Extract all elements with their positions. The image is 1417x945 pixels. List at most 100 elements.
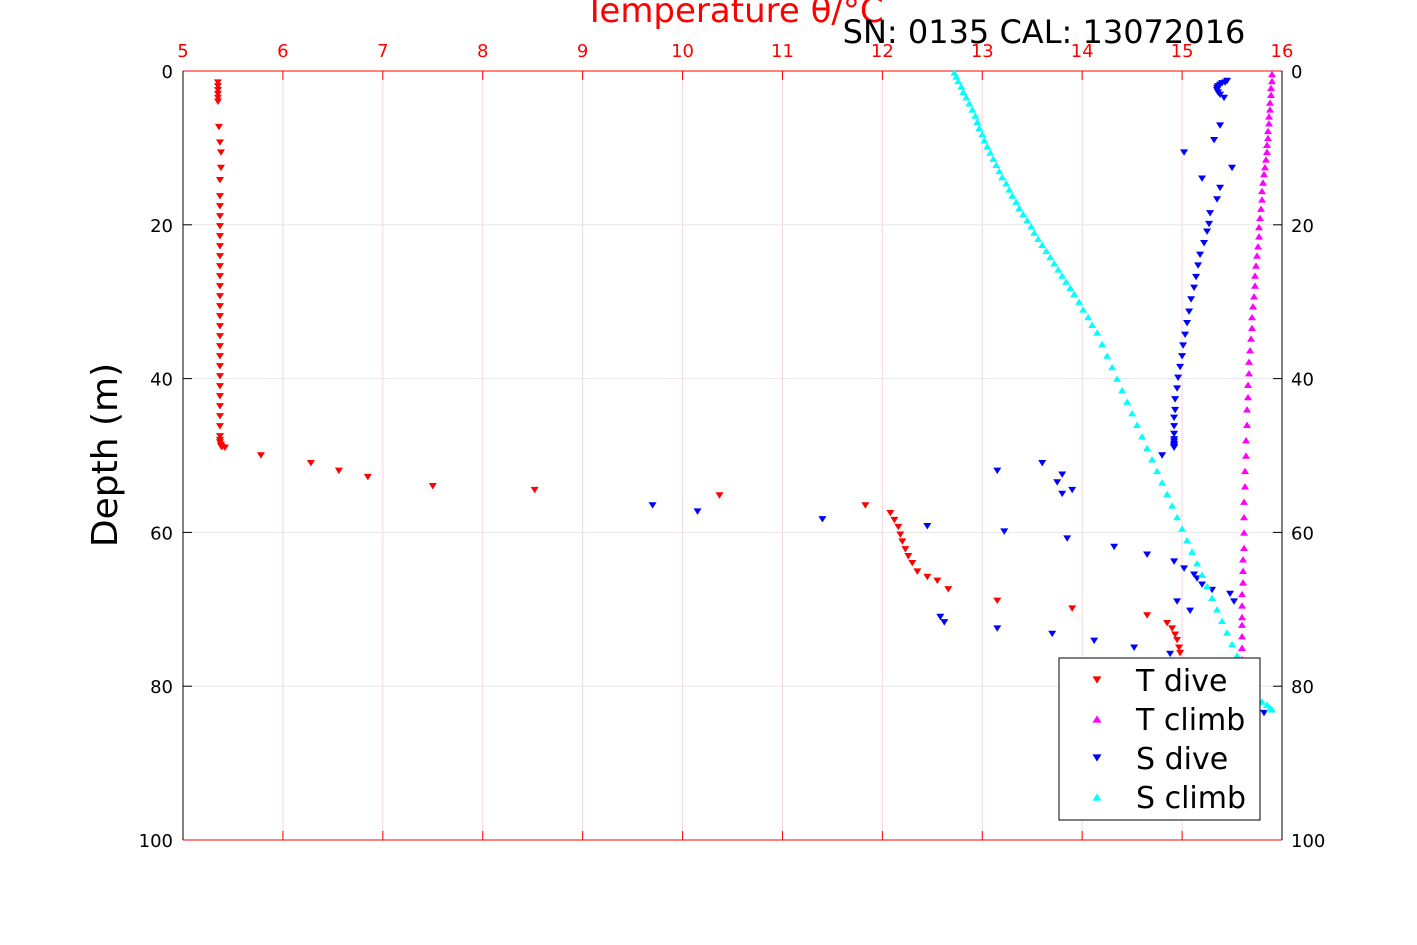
data-point: [215, 223, 224, 230]
data-point: [1239, 556, 1248, 563]
data-point: [1023, 216, 1032, 224]
series-t-dive: [213, 79, 1185, 657]
x-tick-label: 8: [477, 41, 488, 62]
data-point: [1264, 134, 1273, 142]
data-point: [1066, 284, 1075, 292]
data-point: [1005, 186, 1014, 193]
x-tick-label: 15: [1171, 41, 1194, 62]
data-point: [1243, 421, 1252, 428]
data-point: [1261, 163, 1270, 171]
data-point: [1062, 278, 1071, 285]
data-point: [1171, 406, 1180, 414]
data-point: [1185, 308, 1194, 315]
data-point: [215, 253, 224, 260]
y-tick-label-right: 100: [1291, 831, 1325, 852]
data-point: [1258, 187, 1267, 195]
data-point: [215, 323, 224, 330]
data-point: [923, 523, 932, 530]
data-point: [1196, 251, 1205, 258]
data-point: [1263, 141, 1272, 149]
y-tick-label-left: 0: [162, 62, 173, 83]
data-point: [1138, 433, 1147, 440]
data-point: [1183, 536, 1192, 544]
data-point: [1238, 633, 1247, 640]
legend-label: S dive: [1136, 742, 1228, 777]
data-point: [1248, 324, 1257, 332]
data-point: [1198, 175, 1207, 182]
data-point: [1171, 396, 1180, 403]
legend-label: T climb: [1135, 703, 1245, 738]
data-point: [1168, 625, 1177, 632]
data-point: [1268, 706, 1277, 713]
data-point: [995, 167, 1004, 175]
data-point: [1178, 353, 1187, 360]
data-point: [213, 87, 222, 94]
data-point: [1093, 329, 1102, 336]
data-point: [1088, 321, 1097, 328]
data-point: [1128, 410, 1137, 417]
x-tick-label: 9: [577, 41, 588, 62]
data-point: [215, 293, 224, 300]
data-point: [1179, 342, 1188, 349]
data-point: [1255, 223, 1264, 231]
data-point: [215, 273, 224, 280]
data-point: [648, 502, 657, 509]
chart-subtitle: SN: 0135 CAL: 13072016: [843, 13, 1246, 51]
y-tick-label-left: 80: [150, 677, 173, 698]
data-point: [216, 149, 225, 156]
data-point: [1250, 293, 1259, 300]
data-point: [1258, 196, 1267, 203]
data-point: [971, 112, 980, 119]
data-point: [1079, 306, 1088, 313]
data-point: [983, 143, 992, 150]
x-tick-label: 16: [1271, 41, 1294, 62]
data-point: [530, 486, 539, 494]
data-point: [1247, 335, 1256, 342]
data-point: [1186, 607, 1195, 615]
data-point: [1123, 398, 1132, 405]
data-point: [1054, 266, 1063, 273]
data-point: [215, 363, 224, 370]
data-point: [213, 83, 222, 90]
data-point: [1190, 284, 1199, 292]
data-point: [1183, 320, 1192, 327]
data-point: [1188, 548, 1197, 555]
data-point: [215, 343, 224, 350]
data-point: [256, 452, 265, 459]
data-point: [1257, 205, 1266, 212]
data-point: [913, 568, 922, 575]
y-tick-label-right: 0: [1291, 62, 1302, 83]
data-point: [1068, 486, 1077, 494]
data-point: [1175, 644, 1184, 651]
data-point: [1180, 565, 1189, 572]
data-point: [1244, 393, 1253, 401]
data-point: [1176, 363, 1185, 371]
data-point: [1249, 303, 1258, 310]
data-point: [1063, 535, 1072, 542]
data-point: [1216, 184, 1225, 192]
data-point: [1008, 192, 1017, 199]
data-point: [1200, 240, 1209, 247]
data-point: [998, 173, 1007, 181]
data-point: [1259, 179, 1268, 186]
data-point: [1240, 513, 1249, 521]
data-point: [215, 313, 224, 320]
data-point: [1170, 558, 1179, 565]
data-point: [1170, 444, 1179, 452]
data-point: [1075, 298, 1084, 305]
data-point: [1213, 606, 1222, 613]
data-point: [1240, 544, 1249, 551]
data-point: [978, 130, 987, 138]
data-point: [213, 94, 222, 102]
data-point: [1228, 640, 1237, 648]
data-point: [1158, 452, 1167, 459]
data-point: [1050, 260, 1059, 267]
data-point: [1268, 70, 1277, 78]
data-point: [1265, 113, 1274, 120]
data-point: [1070, 290, 1079, 298]
data-point: [215, 139, 224, 146]
data-point: [1213, 196, 1222, 203]
data-point: [428, 483, 437, 490]
data-point: [954, 77, 963, 85]
data-point: [1238, 590, 1247, 598]
